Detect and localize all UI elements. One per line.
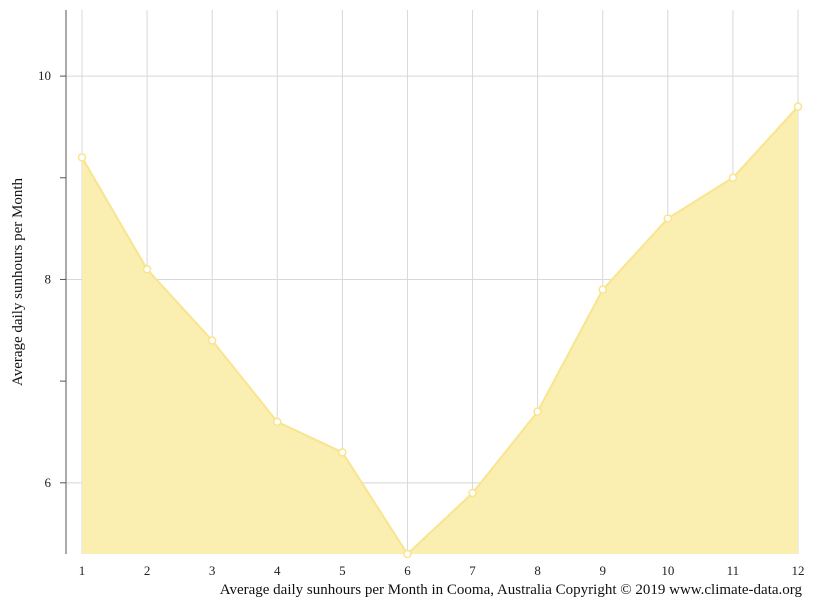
- data-point: [403, 549, 412, 559]
- area-layer: [81, 105, 799, 556]
- data-markers: [77, 102, 803, 559]
- x-tick-label: 6: [404, 563, 411, 578]
- axes: [60, 10, 67, 554]
- x-tick-label: 4: [274, 563, 281, 578]
- y-axis-title: Average daily sunhours per Month: [10, 178, 26, 387]
- data-point: [468, 488, 477, 498]
- data-point: [663, 214, 673, 223]
- data-point: [793, 102, 803, 111]
- area-fill: [82, 106, 798, 554]
- y-tick-label: 10: [38, 68, 51, 83]
- y-tick-label: 8: [45, 271, 52, 286]
- x-tick-label: 10: [661, 563, 674, 578]
- data-point: [142, 265, 152, 274]
- data-point: [728, 173, 738, 183]
- x-tick-label: 2: [144, 563, 151, 578]
- series-line: [81, 105, 799, 556]
- x-tick-label: 12: [792, 563, 805, 578]
- y-tick-label: 6: [45, 475, 52, 490]
- chart-caption: Average daily sunhours per Month in Coom…: [219, 582, 802, 598]
- x-tick-label: 1: [79, 563, 86, 578]
- x-tick-label: 3: [209, 563, 216, 578]
- data-point: [273, 417, 282, 427]
- data-point: [77, 153, 87, 162]
- data-point: [533, 407, 542, 416]
- data-point: [207, 336, 217, 345]
- x-tick-label: 11: [727, 563, 740, 578]
- x-tick-label: 7: [469, 563, 476, 578]
- x-tick-label: 8: [534, 563, 541, 578]
- x-tick-label: 9: [599, 563, 606, 578]
- x-tick-label: 5: [339, 563, 346, 578]
- data-point: [598, 285, 607, 294]
- data-point: [338, 448, 347, 457]
